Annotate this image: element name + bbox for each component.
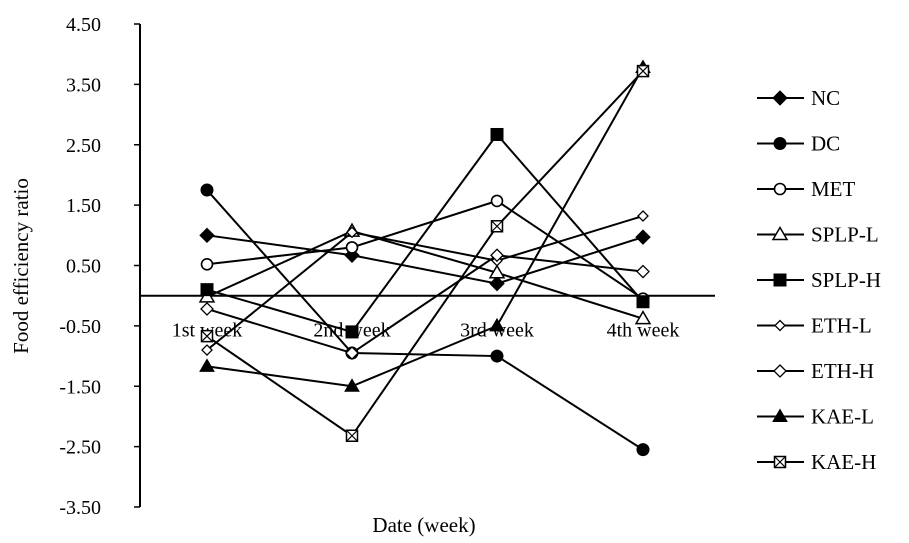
legend-label: KAE-L <box>811 405 874 429</box>
data-point-eth-h <box>636 264 650 279</box>
legend-label: ETH-H <box>811 359 874 383</box>
series-line-kae-l <box>206 66 644 388</box>
data-point-dc <box>636 443 650 457</box>
data-point-splp-h <box>345 325 359 339</box>
legend-item-splp-h: SPLP-H <box>757 268 881 292</box>
series-line-eth-h <box>206 254 644 355</box>
legend-item-kae-h: KAE-H <box>757 450 876 474</box>
y-tick-label: -1.50 <box>59 376 101 398</box>
legend-label: SPLP-H <box>811 268 881 292</box>
data-point-nc <box>199 227 215 244</box>
series-line-met <box>206 199 644 300</box>
legend-marker-nc <box>772 90 788 106</box>
series-line-splp-l <box>206 230 644 320</box>
legend-item-eth-h: ETH-H <box>757 359 874 383</box>
data-point-eth-l <box>346 226 358 239</box>
data-point-met <box>345 241 359 254</box>
legend-marker-kae-l <box>772 408 788 422</box>
x-tick-label: 4th week <box>607 320 680 342</box>
y-axis-title: Food efficiency ratio <box>9 178 33 354</box>
legend-marker-kae-h <box>773 455 787 469</box>
y-axis-ticks: -3.50 -2.50 -1.50 -0.50 0.50 1.50 2.50 3.50 4.50 <box>59 14 140 519</box>
data-point-kae-l <box>489 317 505 332</box>
series-line-nc <box>206 234 644 285</box>
legend-marker-dc <box>773 137 787 150</box>
data-point-met <box>200 257 214 271</box>
legend-label: NC <box>811 86 840 110</box>
data-point-kae-l <box>344 378 360 392</box>
data-point-splp-l <box>634 310 652 325</box>
series-eth-h <box>200 248 650 360</box>
series-splp-h <box>200 127 650 339</box>
y-tick-label: 2.50 <box>66 135 101 157</box>
legend-item-dc: DC <box>757 132 840 156</box>
legend-label: KAE-H <box>811 450 876 474</box>
legend-item-met: MET <box>757 177 856 201</box>
data-point-eth-h <box>345 346 359 360</box>
data-point-kae-h <box>200 329 214 343</box>
data-point-eth-h <box>200 302 214 316</box>
legend-item-splp-l: SPLP-L <box>757 223 879 247</box>
data-point-kae-h <box>345 429 359 443</box>
legend-label: DC <box>811 132 840 156</box>
data-point-eth-l <box>637 210 649 222</box>
legend-marker-splp-l <box>771 226 789 241</box>
legend-label: ETH-L <box>811 314 872 338</box>
series-line-eth-l <box>206 215 644 351</box>
series-line-dc <box>206 189 644 451</box>
y-tick-label: -2.50 <box>59 437 101 459</box>
data-point-kae-l <box>199 358 215 372</box>
legend-marker-eth-l <box>774 319 786 332</box>
legend-item-nc: NC <box>757 86 840 110</box>
series-line-kae-h <box>206 70 644 438</box>
series-kae-l <box>199 59 651 392</box>
data-point-splp-h <box>200 283 214 297</box>
x-axis-title: Date (week) <box>372 513 475 537</box>
y-tick-label: -0.50 <box>59 316 101 338</box>
y-tick-label: 1.50 <box>66 195 101 217</box>
data-point-kae-h <box>636 64 650 78</box>
legend-item-kae-l: KAE-L <box>757 405 874 429</box>
legend-marker-eth-h <box>773 364 787 378</box>
data-point-kae-h <box>490 220 504 233</box>
legend-item-eth-l: ETH-L <box>757 314 872 338</box>
y-tick-label: -3.50 <box>59 497 101 519</box>
legend-marker-splp-h <box>773 273 787 287</box>
legend-label: MET <box>811 177 856 201</box>
series-line-splp-h <box>206 132 644 334</box>
data-point-splp-h <box>636 295 650 309</box>
data-point-nc <box>489 275 505 292</box>
data-point-splp-l <box>488 264 506 279</box>
data-point-dc <box>200 183 214 197</box>
series-splp-l <box>198 222 652 325</box>
data-point-dc <box>490 349 504 363</box>
legend: NC DC MET SPLP-L SPLP-H ETH-L ETH-H KAE-L KAE-H <box>757 86 881 474</box>
series-kae-h <box>200 64 650 443</box>
y-tick-label: 0.50 <box>66 256 101 278</box>
data-point-met <box>490 194 504 208</box>
series-group <box>198 59 652 457</box>
series-met <box>200 194 650 306</box>
y-tick-label: 4.50 <box>66 14 101 36</box>
y-tick-label: 3.50 <box>66 74 101 96</box>
data-point-eth-h <box>490 248 504 263</box>
data-point-eth-l <box>201 344 213 356</box>
legend-marker-met <box>773 182 787 196</box>
legend-label: SPLP-L <box>811 223 879 247</box>
data-point-splp-h <box>490 127 504 141</box>
data-point-nc <box>635 229 651 245</box>
